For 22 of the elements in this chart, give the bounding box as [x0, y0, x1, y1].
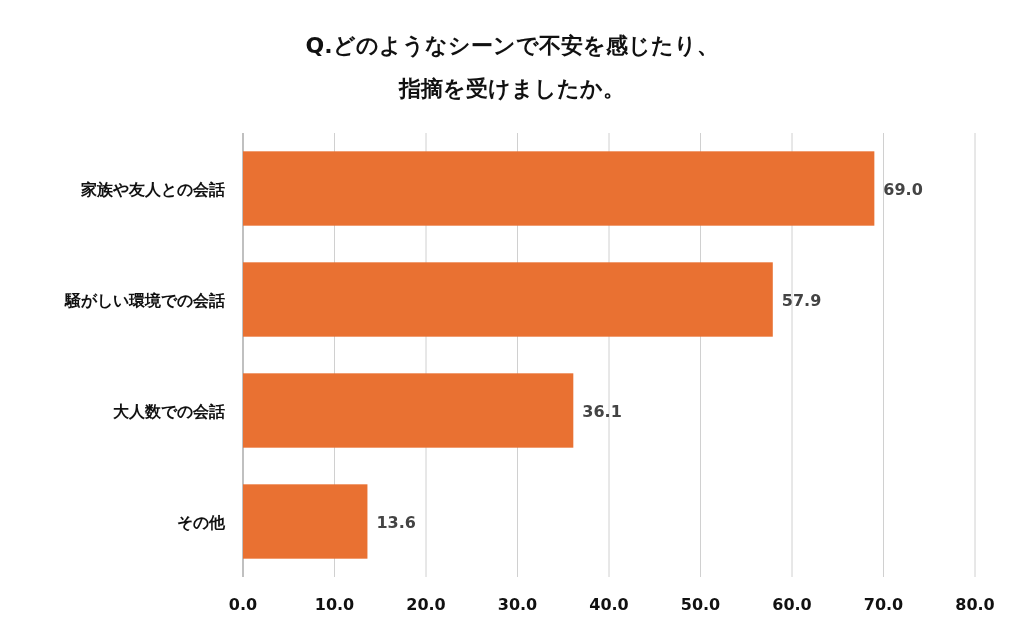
- data-label: 69.0: [883, 179, 923, 199]
- y-tick-label: 騒がしい環境での会話: [64, 290, 225, 310]
- x-tick-label: 40.0: [589, 595, 629, 614]
- x-tick-label: 0.0: [228, 595, 258, 614]
- x-tick-label: 80.0: [955, 595, 995, 614]
- x-tick-label: 10.0: [314, 595, 355, 614]
- x-tick-label: 50.0: [680, 595, 721, 614]
- x-tick-label: 20.0: [406, 595, 446, 614]
- y-tick-label: その他: [177, 512, 226, 532]
- data-label: 57.9: [781, 290, 822, 310]
- bar: [243, 373, 574, 448]
- x-tick-label: 70.0: [863, 595, 904, 614]
- bar: [243, 484, 368, 559]
- data-label: 36.1: [582, 401, 622, 421]
- bar: [243, 262, 773, 337]
- bar: [243, 151, 875, 226]
- x-tick-label: 30.0: [497, 595, 538, 614]
- y-tick-label: 大人数での会話: [113, 401, 225, 421]
- data-label: 13.6: [376, 512, 416, 532]
- y-tick-label: 家族や友人との会話: [80, 179, 225, 199]
- x-tick-label: 60.0: [772, 595, 812, 614]
- chart-title: Q.どのようなシーンで不安を感じたり、指摘を受けましたか。: [304, 32, 720, 103]
